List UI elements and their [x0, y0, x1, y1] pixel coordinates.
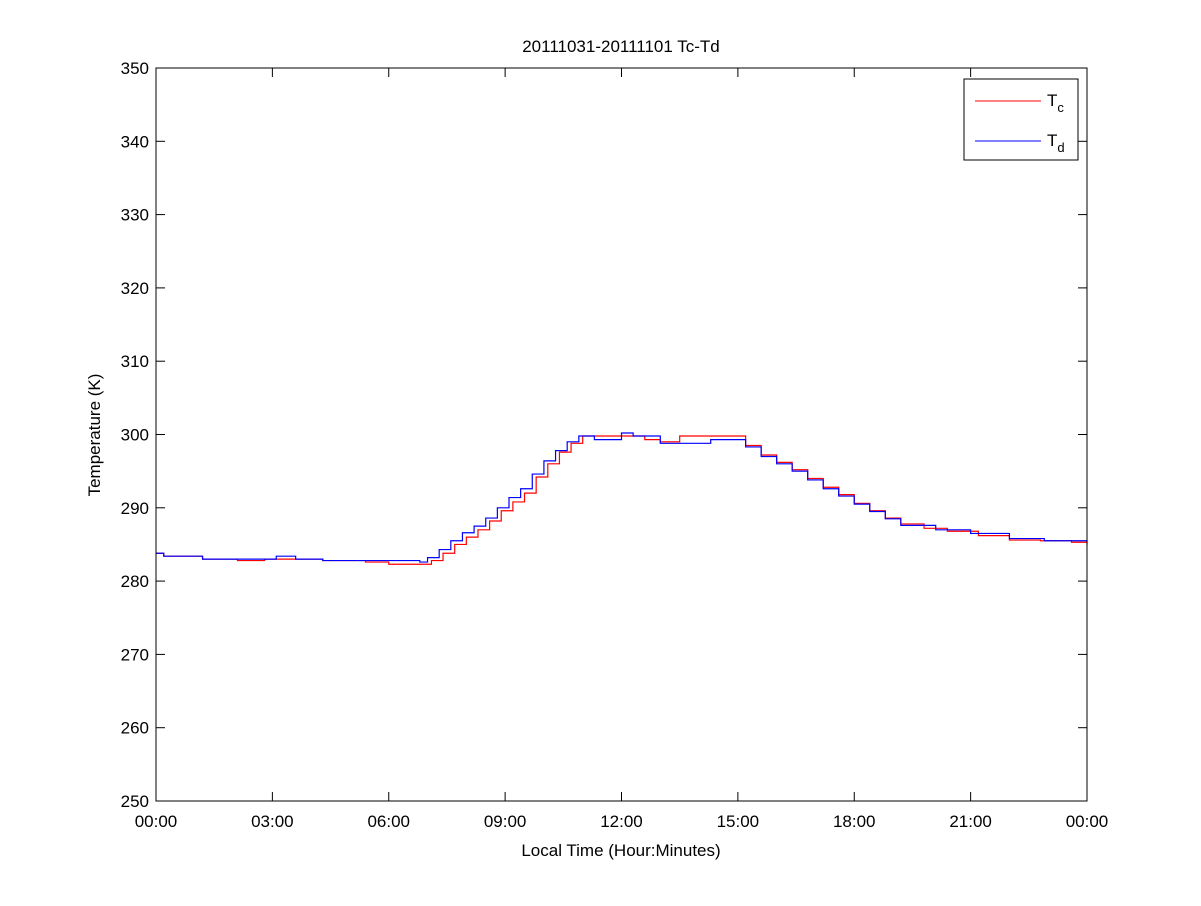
x-tick-label: 00:00 — [135, 812, 178, 831]
y-tick-label: 340 — [121, 132, 149, 151]
y-tick-label: 320 — [121, 279, 149, 298]
x-tick-label: 12:00 — [600, 812, 643, 831]
x-tick-label: 18:00 — [833, 812, 876, 831]
y-tick-label: 250 — [121, 792, 149, 811]
y-tick-label: 270 — [121, 645, 149, 664]
series-line-td — [156, 432, 1088, 563]
y-tick-label: 330 — [121, 206, 149, 225]
legend-box — [963, 78, 1079, 161]
chart-title: 20111031-20111101 Tc-Td — [522, 37, 720, 56]
x-tick-label: 15:00 — [717, 812, 760, 831]
x-tick-label: 09:00 — [484, 812, 527, 831]
x-tick-label: 03:00 — [251, 812, 294, 831]
y-tick-label: 300 — [121, 426, 149, 445]
series-line-tc — [156, 435, 1088, 565]
legend-label-td: Td — [1047, 131, 1065, 155]
x-tick-label: 00:00 — [1066, 812, 1109, 831]
legend: Tc Td — [963, 78, 1079, 161]
y-tick-label: 290 — [121, 499, 149, 518]
x-tick-label: 06:00 — [367, 812, 410, 831]
plot-area-frame — [155, 67, 1088, 802]
y-axis-label: Temperature (K) — [85, 374, 104, 497]
y-tick-label: 260 — [121, 719, 149, 738]
x-tick-label: 21:00 — [949, 812, 992, 831]
legend-label-tc: Tc — [1047, 91, 1064, 115]
y-tick-label: 280 — [121, 572, 149, 591]
y-tick-label: 310 — [121, 352, 149, 371]
x-axis-label: Local Time (Hour:Minutes) — [521, 841, 720, 860]
y-tick-label: 350 — [121, 59, 149, 78]
